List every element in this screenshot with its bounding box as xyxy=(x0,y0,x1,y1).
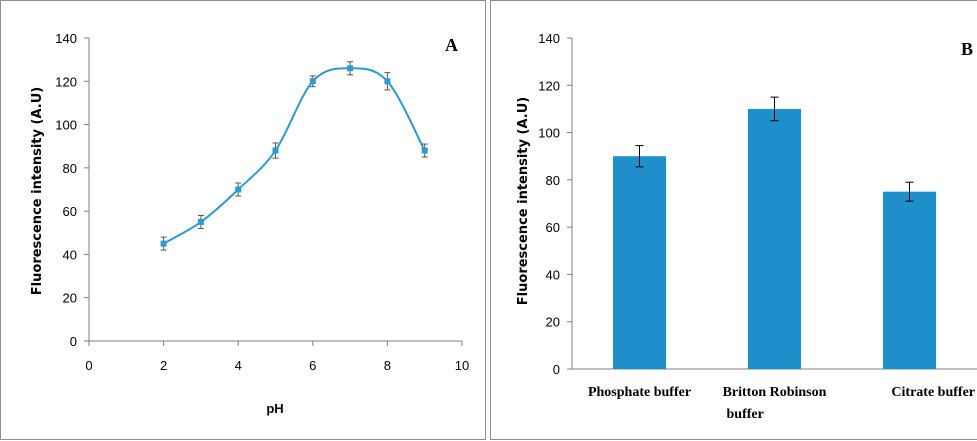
chart-b-panel-label: B xyxy=(961,39,973,59)
chart-b-category-label: Britton Robinson xyxy=(723,385,827,400)
chart-a-data-point xyxy=(384,78,391,85)
chart-a-data-point xyxy=(347,65,354,72)
chart-a-x-tick-label: 6 xyxy=(309,358,316,373)
chart-a-data-point xyxy=(197,218,204,225)
chart-b-y-tick-label: 40 xyxy=(546,267,560,282)
chart-panel-a: 0 20 40 60 80 100 120 140 0 2 4 6 8 10 A pH Fluoresce… xyxy=(0,0,486,440)
chart-a-x-axis-label: pH xyxy=(266,401,283,416)
chart-a-data-point xyxy=(160,240,167,247)
chart-a-series-line xyxy=(163,67,426,245)
chart-b-y-tick-label: 20 xyxy=(546,315,560,330)
chart-b-y-tick-label: 80 xyxy=(546,173,560,188)
chart-a-y-tick-label: 140 xyxy=(55,31,77,46)
chart-panel-b: 0 20 40 60 80 100 120 140 Phosphate buffer Britt… xyxy=(490,0,977,440)
chart-b-y-tick-label: 100 xyxy=(538,126,560,141)
chart-a-x-tick-label: 4 xyxy=(235,358,242,373)
chart-a-data-point xyxy=(272,147,279,154)
chart-a-y-tick-label: 120 xyxy=(55,74,77,89)
chart-a-svg: 0 20 40 60 80 100 120 140 0 2 4 6 8 10 A pH Fluoresce… xyxy=(30,31,469,416)
chart-b-category-label: Phosphate buffer xyxy=(588,385,691,400)
chart-a-y-tick-label: 100 xyxy=(55,118,77,133)
chart-b-y-tick-label: 120 xyxy=(538,78,560,93)
chart-b-category-label: buffer xyxy=(727,407,764,422)
chart-b-y-axis-label: Fluorescence intensity (A.U) xyxy=(516,97,531,305)
chart-b-category-label: Citrate buffer xyxy=(891,385,975,400)
chart-a-x-tick-label: 2 xyxy=(160,358,167,373)
chart-b-y-tick-label: 60 xyxy=(546,220,560,235)
chart-a-x-tick-label: 0 xyxy=(85,358,92,373)
chart-a-y-axis-label: Fluorescence intensity (A.U) xyxy=(30,87,45,295)
chart-a-y-tick-label: 60 xyxy=(63,204,77,219)
chart-a-x-tick-label: 10 xyxy=(455,358,469,373)
chart-a-data-point xyxy=(421,147,428,154)
chart-b-y-tick-label: 140 xyxy=(538,31,560,46)
chart-a-panel-label: A xyxy=(445,35,458,55)
chart-a-data-point xyxy=(309,78,316,85)
chart-a-y-tick-label: 40 xyxy=(63,247,77,262)
chart-a-y-tick-label: 0 xyxy=(70,334,77,349)
chart-b-y-tick-label: 0 xyxy=(553,362,560,377)
chart-a-y-tick-label: 20 xyxy=(63,291,77,306)
chart-b-svg: 0 20 40 60 80 100 120 140 Phosphate buffer Britt… xyxy=(516,31,977,422)
chart-a-y-tick-label: 80 xyxy=(63,161,77,176)
chart-b-bar xyxy=(613,156,666,369)
chart-b-bar xyxy=(748,108,801,369)
chart-a-data-point xyxy=(235,186,242,193)
chart-a-x-tick-label: 8 xyxy=(384,358,391,373)
chart-b-bar xyxy=(883,191,936,369)
